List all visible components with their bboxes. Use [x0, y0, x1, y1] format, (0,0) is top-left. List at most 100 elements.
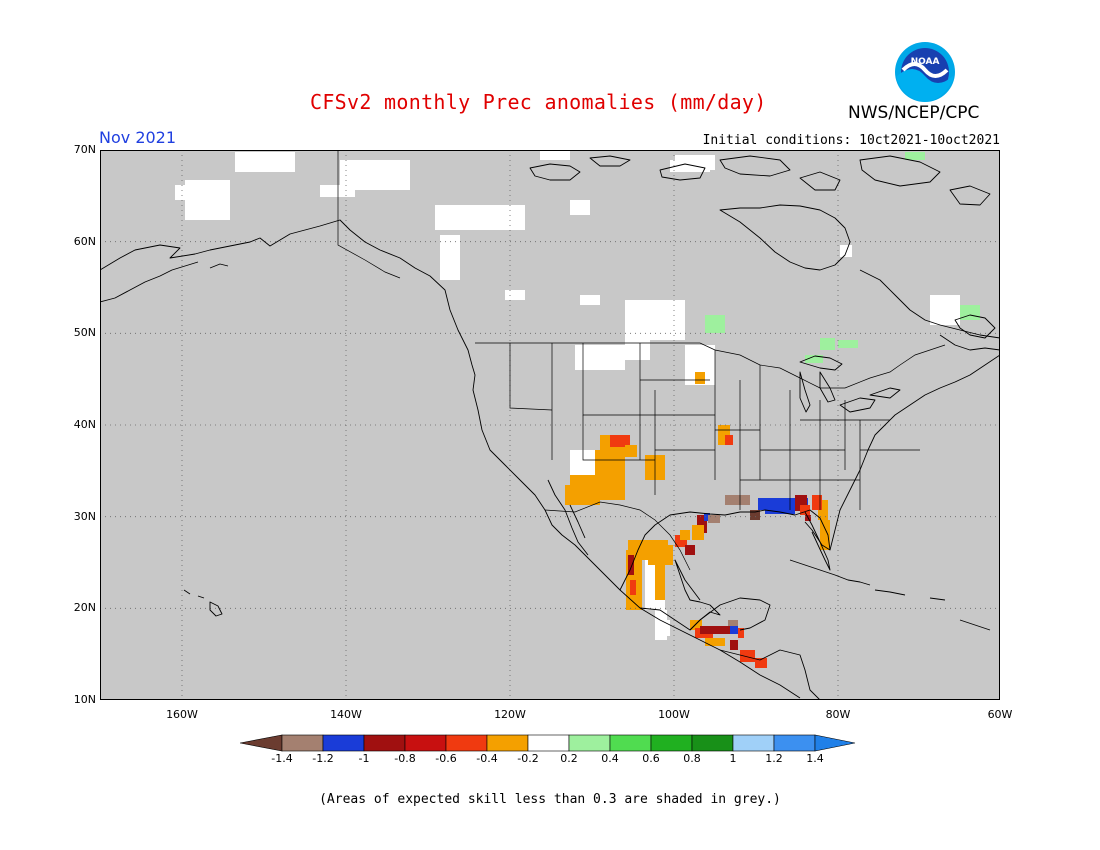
colorbar-tick-label: -0.8 [394, 752, 416, 765]
colorbar-tick-label: -1.4 [271, 752, 293, 765]
anomaly-cell [728, 620, 738, 626]
anomaly-cell [704, 513, 710, 521]
anomaly-cell [812, 495, 822, 510]
colorbar-segment [322, 734, 365, 752]
anomaly-cell [630, 580, 636, 595]
gridlines [100, 150, 1000, 700]
anomaly-cell [838, 340, 858, 348]
anomaly-cell [625, 340, 650, 360]
anomaly-cell [320, 185, 355, 197]
lat-label: 30N [73, 509, 96, 523]
anomaly-cell [690, 620, 702, 630]
anomaly-cell [705, 638, 725, 646]
lat-label: 50N [73, 326, 96, 340]
anomaly-cell [685, 545, 695, 555]
anomaly-cell [730, 626, 738, 634]
anomaly-cell [800, 505, 810, 515]
anomaly-cell [575, 345, 625, 370]
anomaly-cell [660, 620, 670, 636]
lon-label: 80W [825, 708, 851, 721]
lon-label: 100W [658, 708, 690, 721]
precip-anomaly-map [100, 150, 1000, 700]
map-title: CFSv2 monthly Prec anomalies (mm/day) [310, 90, 767, 114]
anomaly-cell [820, 520, 830, 550]
colorbar-segment [363, 734, 406, 752]
colorbar-tick-label: 1.4 [806, 752, 824, 765]
anomaly-cell [440, 235, 460, 280]
anomaly-cell [565, 485, 585, 505]
lat-label: 70N [73, 143, 96, 156]
colorbar-tick-label: 0.2 [560, 752, 578, 765]
anomaly-cell [625, 300, 685, 340]
anomaly-cell [625, 445, 637, 457]
colorbar-tick-label: -0.2 [517, 752, 539, 765]
anomaly-cell [628, 555, 634, 575]
anomaly-cell [725, 435, 733, 445]
anomaly-cell [725, 495, 750, 505]
anomaly-cells [175, 150, 980, 668]
anomaly-cell [648, 545, 673, 565]
anomaly-cell [655, 560, 665, 600]
colorbar-segment [445, 734, 488, 752]
initial-conditions: Initial conditions: 10ct2021-10oct2021 [702, 133, 1000, 148]
colorbar-tick-label: 0.6 [642, 752, 660, 765]
colorbar-segment [650, 734, 693, 752]
anomaly-cell [905, 152, 925, 160]
colorbar-segment [527, 734, 570, 752]
lat-label: 10N [73, 693, 96, 706]
colorbar-segment [486, 734, 529, 752]
lat-label: 40N [73, 418, 96, 431]
colorbar-segment [609, 734, 652, 752]
anomaly-cell [820, 338, 835, 350]
lat-label: 20N [73, 601, 96, 615]
political-borders [337, 150, 946, 571]
anomaly-cell [435, 205, 525, 230]
anomaly-cell [692, 525, 704, 540]
anomaly-cell [705, 315, 725, 333]
colorbar-arrow-left [240, 734, 283, 752]
lat-label: 60N [73, 234, 96, 248]
colorbar-tick-label: 1.2 [765, 752, 783, 765]
colorbar-segment [281, 734, 324, 752]
anomaly-cell [505, 290, 525, 300]
anomaly-cell [235, 152, 295, 172]
skill-footnote: (Areas of expected skill less than 0.3 a… [319, 792, 781, 807]
colorbar-tick-label: 1 [729, 752, 737, 765]
colorbar-tick-label: 0.8 [683, 752, 701, 765]
anomaly-cell [730, 640, 738, 650]
anomaly-cell [580, 295, 600, 305]
anomaly-cell [738, 628, 744, 638]
anomaly-cell [740, 650, 755, 662]
colorbar-tick-label: -0.4 [476, 752, 498, 765]
colorbar-segment [773, 734, 816, 752]
lon-label: 160W [166, 708, 198, 721]
anomaly-cell [680, 530, 690, 540]
lon-label: 60W [987, 708, 1013, 721]
anomaly-cell [708, 515, 720, 523]
colorbar-segment [568, 734, 611, 752]
anomaly-cell [570, 200, 590, 215]
anomaly-cell [695, 372, 705, 384]
anomaly-cell [697, 515, 707, 533]
colorbar-arrow-right [814, 734, 856, 752]
anomaly-cell [840, 245, 852, 257]
anomaly-cell [750, 510, 760, 520]
logo-text: NOAA [911, 57, 940, 67]
anomaly-cell [615, 438, 621, 444]
lon-label: 120W [494, 708, 526, 721]
anomaly-cell [805, 355, 823, 363]
noaa-logo: NOAA [895, 42, 955, 102]
anomaly-cell [765, 508, 795, 514]
anomaly-cell [818, 500, 828, 520]
anomaly-cell [175, 185, 205, 200]
anomaly-cell [755, 658, 767, 668]
colorbar-segment [732, 734, 775, 752]
anomaly-cell [540, 150, 570, 160]
forecast-month: Nov 2021 [99, 128, 177, 147]
lon-label: 140W [330, 708, 362, 721]
colorbar [240, 734, 856, 752]
anomaly-cell [675, 155, 715, 170]
colorbar-tick-label: -0.6 [435, 752, 457, 765]
colorbar-tick-label: -1.2 [312, 752, 334, 765]
anomaly-cell [700, 626, 730, 634]
